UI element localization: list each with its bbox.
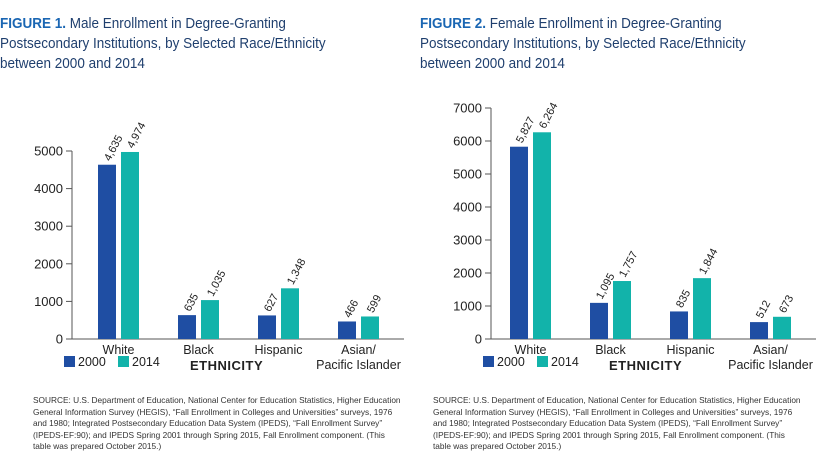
y-tick-label: 2000 [34, 256, 63, 271]
bar-2014-hispanic [281, 288, 299, 339]
legend-swatch-2014 [118, 356, 129, 367]
x-category-label: White [515, 343, 547, 357]
x-axis-title: ETHNICITY [190, 358, 263, 373]
bar-value-label: 1,035 [205, 269, 229, 299]
x-category-label: Hispanic [667, 343, 715, 357]
bar-2014-asian-pacific-islander [361, 316, 379, 339]
bar-2014-black [613, 281, 631, 339]
y-tick-label: 2000 [453, 266, 482, 281]
figure-1-panel: FIGURE 1. Male Enrollment in Degree-Gran… [0, 0, 404, 474]
bar-value-label: 627 [262, 292, 281, 314]
y-tick-label: 1000 [453, 299, 482, 314]
bar-2000-white [510, 146, 528, 339]
legend-swatch-2000 [483, 356, 494, 367]
legend-label-2000: 2000 [78, 355, 106, 369]
bar-value-label: 599 [365, 293, 384, 315]
bar-value-label: 1,844 [697, 247, 721, 277]
figure-1-source-note: SOURCE: U.S. Department of Education, Na… [33, 395, 401, 451]
figure-2-panel: FIGURE 2. Female Enrollment in Degree-Gr… [420, 0, 820, 474]
bar-2000-black [590, 302, 608, 339]
figure-2-number: FIGURE 2. [420, 15, 487, 32]
bar-2000-hispanic [258, 315, 276, 339]
bar-2000-white [98, 164, 116, 339]
y-tick-label: 5000 [34, 144, 63, 159]
figure-1-title: FIGURE 1. Male Enrollment in Degree-Gran… [0, 14, 360, 74]
bar-2014-white [121, 151, 139, 339]
bar-value-label: 4,974 [125, 120, 149, 150]
bar-value-label: 466 [342, 298, 361, 320]
x-category-label: Black [595, 343, 626, 357]
bar-value-label: 635 [182, 292, 201, 314]
bar-2014-asian-pacific-islander [773, 316, 791, 339]
x-category-label: White [103, 343, 135, 357]
y-tick-label: 1000 [34, 294, 63, 309]
x-category-label: Hispanic [255, 343, 303, 357]
bar-value-label: 6,264 [537, 101, 561, 131]
bar-2014-black [201, 300, 219, 339]
bar-2000-black [178, 315, 196, 339]
bar-value-label: 1,348 [285, 257, 309, 287]
figure-2-source-note: SOURCE: U.S. Department of Education, Na… [433, 395, 801, 451]
legend-label-2014: 2014 [132, 355, 160, 369]
figure-1-title-text: Male Enrollment in Degree-Granting Posts… [0, 15, 326, 72]
x-category-label: Black [183, 343, 214, 357]
y-tick-label: 0 [475, 332, 482, 347]
legend-label-2000: 2000 [497, 355, 525, 369]
bar-2000-hispanic [670, 311, 688, 339]
y-tick-label: 3000 [453, 233, 482, 248]
x-category-label: Asian/Pacific Islander [728, 343, 813, 372]
y-tick-label: 3000 [34, 219, 63, 234]
x-category-label: Asian/Pacific Islander [316, 343, 401, 372]
legend-label-2014: 2014 [551, 355, 579, 369]
x-axis-title: ETHNICITY [609, 358, 682, 373]
y-tick-label: 4000 [453, 200, 482, 215]
bar-2000-asian-pacific-islander [338, 321, 356, 339]
y-tick-label: 4000 [34, 181, 63, 196]
figure-2-title: FIGURE 2. Female Enrollment in Degree-Gr… [420, 14, 780, 74]
bar-2014-hispanic [693, 278, 711, 339]
legend-swatch-2000 [64, 356, 75, 367]
legend-swatch-2014 [537, 356, 548, 367]
y-tick-label: 5000 [453, 167, 482, 182]
figure-1-number: FIGURE 1. [0, 15, 67, 32]
bar-2014-white [533, 132, 551, 339]
y-tick-label: 0 [56, 332, 63, 347]
bar-value-label: 835 [674, 288, 693, 310]
y-tick-label: 6000 [453, 134, 482, 149]
bar-value-label: 1,757 [617, 249, 641, 279]
figure-2-title-text: Female Enrollment in Degree-Granting Pos… [420, 15, 746, 72]
bar-2000-asian-pacific-islander [750, 322, 768, 339]
bar-value-label: 673 [777, 293, 796, 315]
bar-value-label: 512 [754, 299, 773, 321]
y-tick-label: 7000 [453, 101, 482, 116]
